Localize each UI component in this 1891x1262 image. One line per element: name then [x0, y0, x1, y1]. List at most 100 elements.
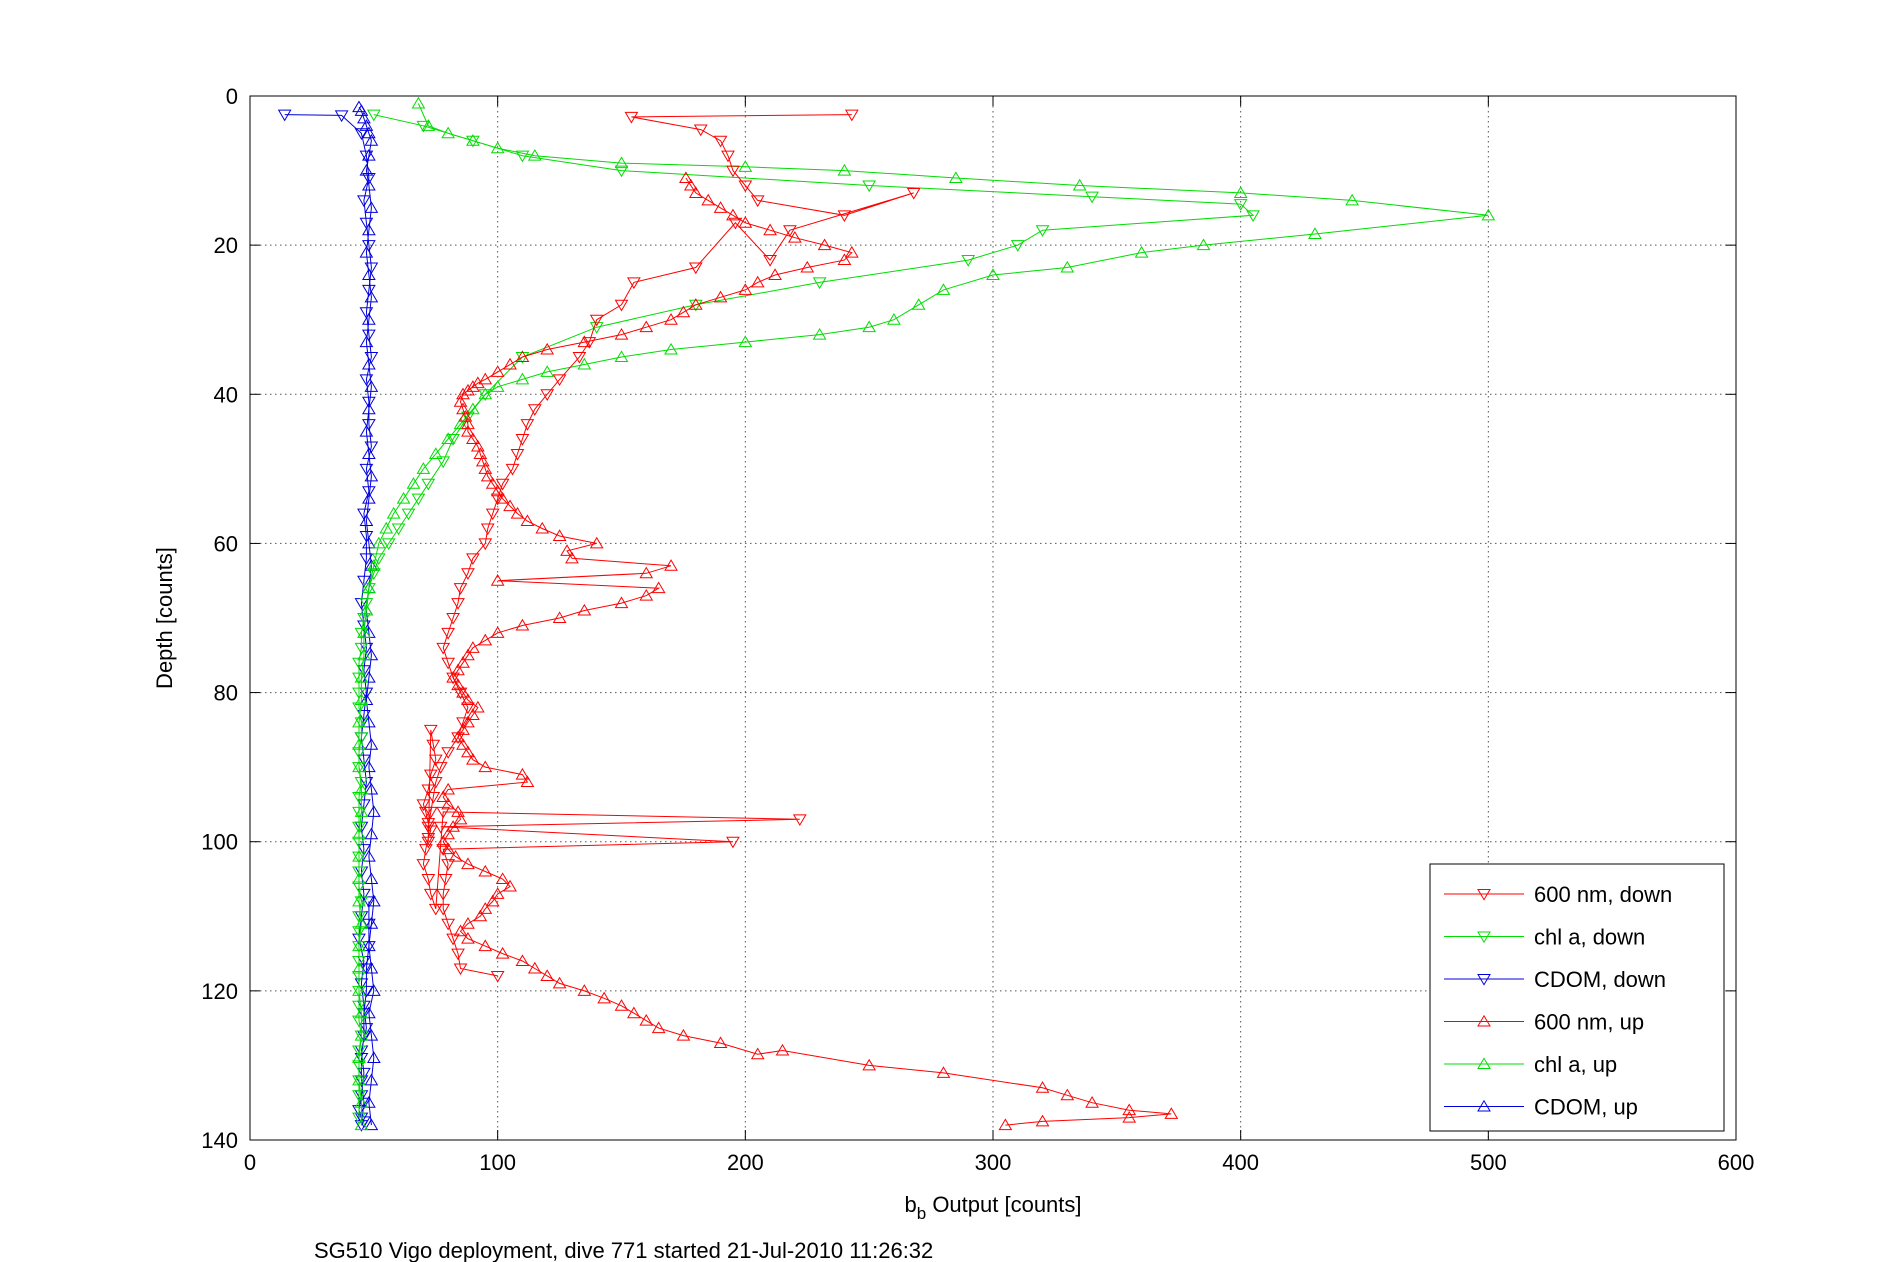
series-line-600-nm-up: [442, 177, 1172, 1126]
data-point-cdom-up: [364, 917, 379, 929]
data-point-cdom-up: [362, 536, 376, 549]
data-point-600-nm-down: [428, 754, 443, 767]
data-point-600-nm-down: [423, 888, 438, 901]
data-point-600-nm-up: [750, 1047, 765, 1060]
data-point-cdom-down: [354, 978, 369, 991]
data-point-600-nm-up: [540, 342, 555, 355]
data-point-600-nm-down: [520, 419, 535, 431]
data-point-600-nm-up: [639, 1013, 654, 1026]
data-point-chl-a-up: [386, 506, 401, 519]
data-point-cdom-down: [357, 1067, 371, 1080]
data-point-chl-a-down: [354, 732, 369, 745]
data-point-600-nm-down: [441, 627, 456, 640]
data-point-600-nm-up: [485, 894, 500, 907]
data-point-chl-a-up: [441, 432, 456, 445]
data-point-600-nm-down: [436, 642, 451, 655]
data-point-600-nm-down: [416, 859, 431, 871]
data-point-600-nm-up: [713, 201, 728, 213]
data-point-chl-a-down: [362, 583, 376, 595]
data-point-600-nm-down: [614, 299, 629, 312]
data-point-600-nm-up: [936, 1066, 951, 1078]
data-point-600-nm-up: [495, 872, 510, 884]
legend-marker: [1477, 1057, 1491, 1069]
legend: 600 nm, down chl a, down CDOM, down 600 nm,…: [1429, 863, 1725, 1132]
data-point-chl-a-up: [738, 335, 753, 348]
data-point-600-nm-up: [713, 1036, 728, 1049]
data-point-600-nm-up: [456, 402, 470, 415]
data-point-chl-a-down: [436, 456, 451, 469]
data-point-600-nm-down: [589, 314, 604, 327]
data-point-600-nm-up: [456, 387, 470, 400]
data-point-cdom-up: [362, 268, 376, 280]
data-point-cdom-up: [359, 163, 374, 176]
data-point-chl-a-up: [490, 380, 505, 392]
data-point-600-nm-up: [466, 380, 480, 392]
data-point-600-nm-up: [800, 260, 815, 273]
data-point-600-nm-down: [421, 836, 436, 849]
data-point-cdom-up: [366, 894, 381, 907]
data-point-600-nm-up: [451, 730, 465, 743]
data-point-600-nm-up: [515, 954, 530, 967]
data-point-chl-a-up: [1481, 208, 1496, 221]
data-point-600-nm-up: [456, 656, 470, 668]
data-point-600-nm-up: [664, 313, 678, 325]
data-point-chl-a-up: [354, 805, 369, 817]
data-point-600-nm-up: [461, 917, 475, 929]
data-point-chl-a-up: [1233, 186, 1248, 198]
series-600-nm-down: [416, 109, 921, 983]
data-point-chl-a-up: [352, 939, 366, 952]
data-point-600-nm-up: [627, 1006, 641, 1019]
data-point-600-nm-down: [693, 124, 708, 137]
data-point-600-nm-down: [456, 717, 470, 730]
data-point-cdom-down: [362, 941, 376, 953]
data-point-cdom-down: [357, 575, 371, 588]
data-point-600-nm-up: [679, 171, 693, 184]
data-point-600-nm-up: [837, 253, 852, 266]
data-point-chl-a-down: [1246, 210, 1260, 223]
data-point-600-nm-up: [552, 529, 567, 541]
data-point-cdom-up: [362, 849, 376, 862]
data-point-chl-a-up: [738, 160, 753, 172]
data-point-600-nm-down: [426, 791, 441, 804]
data-point-chl-a-up: [359, 603, 374, 616]
data-point-600-nm-up: [639, 320, 654, 333]
data-point-600-nm-up: [750, 275, 765, 288]
data-point-chl-a-down: [352, 1000, 366, 1013]
data-point-chl-a-down: [401, 508, 416, 521]
data-point-cdom-up: [362, 939, 376, 952]
data-point-cdom-up: [362, 357, 376, 370]
data-point-600-nm-up: [688, 298, 703, 310]
data-point-600-nm-up: [1035, 1081, 1050, 1093]
data-point-cdom-up: [366, 984, 381, 996]
legend-marker: [1477, 974, 1491, 986]
data-point-600-nm-down: [453, 583, 468, 595]
legend-label: 600 nm, down: [1534, 882, 1672, 907]
data-point-cdom-down: [359, 553, 374, 566]
data-point-600-nm-up: [664, 559, 678, 571]
data-point-cdom-up: [362, 715, 376, 728]
data-point-600-nm-up: [577, 335, 592, 348]
data-point-cdom-up: [364, 134, 379, 146]
y-tick-label: 0: [226, 84, 238, 109]
data-point-600-nm-up: [862, 1058, 877, 1071]
data-point-chl-a-down: [366, 109, 381, 122]
data-point-chl-a-up: [354, 1096, 369, 1108]
data-point-chl-a-down: [352, 1090, 366, 1102]
data-point-cdom-down: [362, 419, 376, 431]
data-point-chl-a-down: [446, 434, 460, 446]
data-point-600-nm-down: [688, 262, 703, 275]
data-point-chl-a-up: [354, 1118, 369, 1131]
data-point-chl-a-down: [961, 255, 976, 267]
data-point-600-nm-up: [651, 581, 666, 594]
data-point-chl-a-down: [416, 120, 431, 133]
caption: SG510 Vigo deployment, dive 771 started …: [314, 1238, 933, 1262]
y-axis-label: Depth [counts]: [152, 547, 177, 689]
x-tick-label: 600: [1718, 1150, 1755, 1175]
data-point-600-nm-up: [448, 849, 463, 862]
data-point-cdom-up: [362, 223, 376, 236]
data-point-600-nm-up: [478, 760, 493, 773]
data-point-600-nm-up: [565, 551, 579, 564]
data-point-600-nm-up: [597, 991, 612, 1004]
data-point-chl-a-up: [352, 715, 366, 728]
